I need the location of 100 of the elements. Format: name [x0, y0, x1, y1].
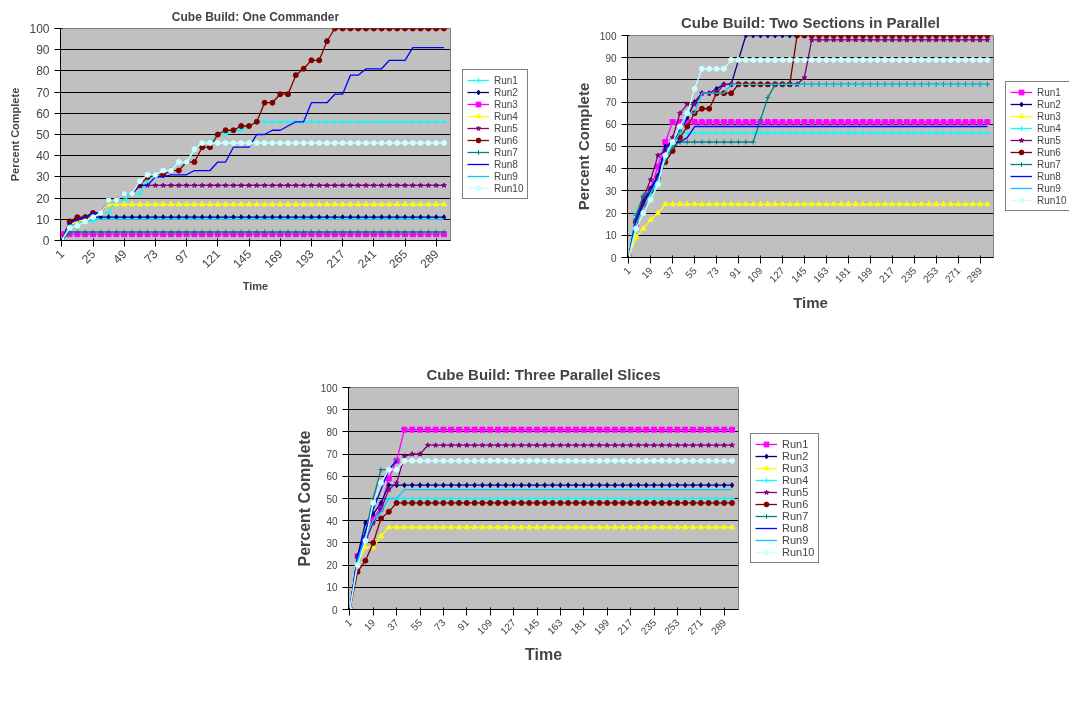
- x-tick-label: 181: [832, 264, 853, 285]
- y-tick-label: 70: [605, 97, 617, 109]
- y-tick-label: 80: [605, 74, 617, 86]
- y-tick-label: 60: [36, 106, 50, 121]
- x-tick-label: 163: [545, 616, 565, 637]
- y-tick-label: 90: [36, 43, 50, 58]
- legend-label: Run2: [1037, 98, 1061, 110]
- legend-label: Run4: [1037, 122, 1061, 134]
- legend-label: Run8: [494, 158, 518, 170]
- y-tick-label: 30: [326, 537, 338, 549]
- y-axis-title: Percent Complete: [295, 430, 313, 567]
- y-tick-label: 70: [36, 85, 50, 100]
- y-tick-label: 10: [605, 230, 617, 242]
- y-tick-label: 100: [320, 382, 338, 394]
- x-tick-label: 1: [52, 246, 68, 262]
- x-tick-label: 19: [639, 264, 656, 281]
- y-tick-label: 0: [42, 234, 50, 248]
- x-tick-label: 127: [767, 264, 787, 285]
- legend-label: Run8: [1037, 170, 1061, 182]
- x-tick-label: 253: [920, 264, 941, 285]
- y-tick-label: 30: [605, 185, 617, 197]
- legend-label: Run9: [494, 170, 518, 182]
- x-tick-label: 73: [141, 246, 161, 267]
- x-tick-label: 199: [854, 264, 875, 285]
- x-tick-label: 73: [705, 264, 722, 281]
- legend-label: Run2: [782, 450, 809, 462]
- x-tick-label: 1: [342, 616, 355, 629]
- y-tick-label: 30: [36, 170, 50, 185]
- legend-label: Run4: [494, 110, 518, 122]
- x-tick-label: 73: [432, 616, 448, 633]
- y-tick-label: 20: [36, 191, 50, 206]
- legend-label: Run3: [782, 462, 809, 474]
- legend-label: Run10: [782, 546, 815, 558]
- legend-label: Run5: [782, 486, 809, 498]
- x-tick-label: 271: [685, 616, 706, 637]
- x-tick-label: 271: [942, 264, 963, 285]
- x-tick-label: 217: [876, 264, 897, 285]
- x-tick-label: 235: [638, 616, 659, 637]
- x-tick-label: 37: [385, 616, 402, 633]
- legend-label: Run6: [782, 498, 809, 510]
- y-tick-label: 40: [605, 163, 617, 175]
- x-tick-label: 181: [568, 616, 589, 637]
- x-tick-label: 97: [172, 246, 193, 267]
- chart-title: Cube Build: Three Parallel Slices: [426, 365, 661, 383]
- x-tick-label: 193: [292, 246, 317, 271]
- x-tick-label: 145: [789, 264, 809, 285]
- x-tick-label: 55: [408, 616, 425, 633]
- x-tick-label: 37: [661, 264, 678, 281]
- y-tick-label: 0: [331, 604, 338, 616]
- legend-label: Run9: [1037, 182, 1061, 194]
- legend-label: Run9: [782, 534, 809, 546]
- y-tick-label: 0: [610, 252, 617, 264]
- y-tick-label: 50: [36, 128, 50, 142]
- x-tick-label: 109: [745, 264, 766, 285]
- x-tick-label: 199: [591, 616, 612, 637]
- x-tick-label: 265: [386, 246, 411, 271]
- legend-label: Run5: [1037, 134, 1061, 146]
- y-tick-label: 60: [326, 471, 338, 483]
- legend-label: Run1: [494, 74, 518, 86]
- x-tick-label: 169: [261, 246, 286, 271]
- y-tick-label: 40: [36, 149, 50, 164]
- y-tick-label: 60: [605, 119, 617, 131]
- x-tick-label: 127: [498, 616, 519, 637]
- y-tick-label: 100: [599, 30, 617, 42]
- x-tick-label: 289: [708, 616, 729, 637]
- x-tick-label: 91: [455, 616, 472, 633]
- x-tick-label: 289: [417, 246, 442, 271]
- x-tick-label: 235: [898, 264, 919, 285]
- y-axis-title: Percent Complete: [9, 87, 22, 182]
- y-tick-label: 40: [326, 515, 338, 527]
- y-tick-label: 80: [326, 426, 338, 438]
- x-tick-label: 55: [683, 264, 700, 281]
- y-tick-label: 10: [36, 212, 50, 227]
- legend-label: Run7: [782, 510, 809, 522]
- y-tick-label: 50: [605, 141, 617, 153]
- y-tick-label: 100: [29, 22, 50, 36]
- legend-label: Run5: [494, 122, 518, 134]
- x-tick-label: 241: [355, 246, 380, 271]
- legend-label: Run6: [1037, 146, 1061, 158]
- y-axis-title: Percent Complete: [574, 82, 592, 211]
- legend-label: Run4: [782, 474, 809, 486]
- x-tick-label: 91: [727, 264, 744, 281]
- legend-label: Run3: [494, 98, 518, 110]
- y-tick-label: 80: [36, 64, 50, 79]
- legend-label: Run10: [494, 182, 524, 194]
- x-tick-label: 145: [230, 246, 255, 271]
- x-tick-label: 163: [811, 264, 831, 285]
- x-axis-title: Time: [524, 645, 563, 663]
- legend-label: Run1: [1037, 86, 1061, 98]
- chart-title: Cube Build: One Commander: [171, 9, 340, 24]
- legend-label: Run6: [494, 134, 518, 146]
- x-tick-label: 19: [361, 616, 378, 633]
- x-tick-label: 25: [78, 246, 99, 267]
- x-tick-label: 217: [615, 616, 636, 637]
- legend-label: Run8: [782, 522, 809, 534]
- x-tick-label: 289: [964, 264, 985, 285]
- legend-label: Run1: [782, 438, 809, 450]
- legend-label: Run10: [1037, 194, 1067, 206]
- y-tick-label: 20: [326, 560, 338, 572]
- legend-label: Run3: [1037, 110, 1061, 122]
